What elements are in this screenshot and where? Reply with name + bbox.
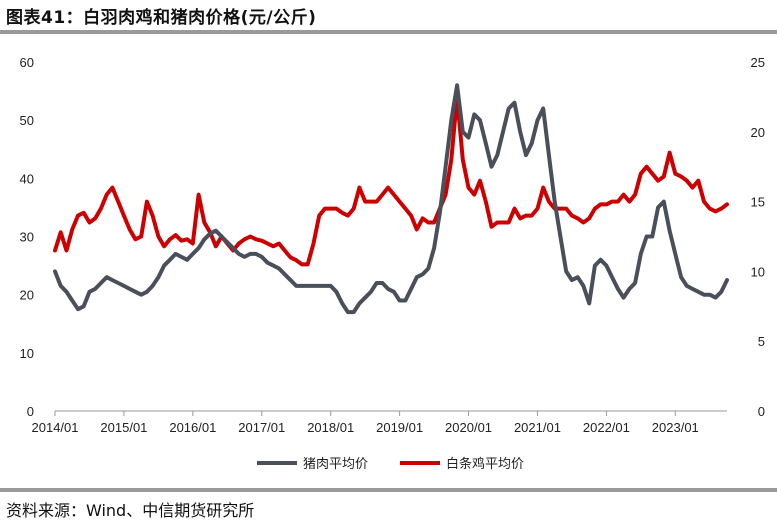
- x-tick-label: 2023/01: [652, 420, 699, 435]
- y-left-tick-label: 50: [20, 113, 34, 128]
- x-tick-label: 2021/01: [514, 420, 561, 435]
- y-right-tick-label: 25: [751, 55, 765, 70]
- y-right-tick-label: 20: [751, 125, 765, 140]
- y-left-tick-label: 20: [20, 288, 34, 303]
- y-right-tick-label: 10: [751, 264, 765, 279]
- y-left-tick-label: 60: [20, 55, 34, 70]
- y-left-tick-label: 0: [27, 404, 34, 419]
- series-lines: [53, 83, 729, 315]
- y-left-tick-label: 30: [20, 230, 34, 245]
- y-left-tick-label: 10: [20, 346, 34, 361]
- x-tick-label: 2019/01: [376, 420, 423, 435]
- tick-labels: 2014/01 2015/01 2016/01 2017/01 2018/01 2019/…: [20, 55, 765, 435]
- x-tick-label: 2015/01: [100, 420, 147, 435]
- x-tick-label: 2014/01: [32, 420, 79, 435]
- x-tick-label: 2018/01: [307, 420, 354, 435]
- legend-label: 白条鸡平均价: [446, 456, 524, 472]
- y-right-tick-label: 15: [751, 195, 765, 210]
- x-tick-label: 2016/01: [169, 420, 216, 435]
- y-left-tick-label: 40: [20, 171, 34, 186]
- y-right-tick-label: 0: [758, 404, 765, 419]
- y-right-tick-label: 5: [758, 334, 765, 349]
- x-tick-label: 2017/01: [238, 420, 285, 435]
- x-tick-label: 2020/01: [445, 420, 492, 435]
- top-divider: [0, 30, 777, 34]
- source-note: 资料来源：Wind、中信期货研究所: [6, 501, 255, 520]
- bottom-divider: [0, 488, 777, 492]
- legend-label: 猪肉平均价: [303, 457, 368, 472]
- series-line-pork: [53, 83, 729, 315]
- legend: 猪肉平均价 白条鸡平均价: [257, 456, 524, 472]
- chart-title: 图表41：白羽肉鸡和猪肉价格(元/公斤): [6, 8, 317, 28]
- axes: [54, 410, 727, 416]
- series-line-chicken: [53, 94, 729, 267]
- x-tick-label: 2022/01: [583, 420, 630, 435]
